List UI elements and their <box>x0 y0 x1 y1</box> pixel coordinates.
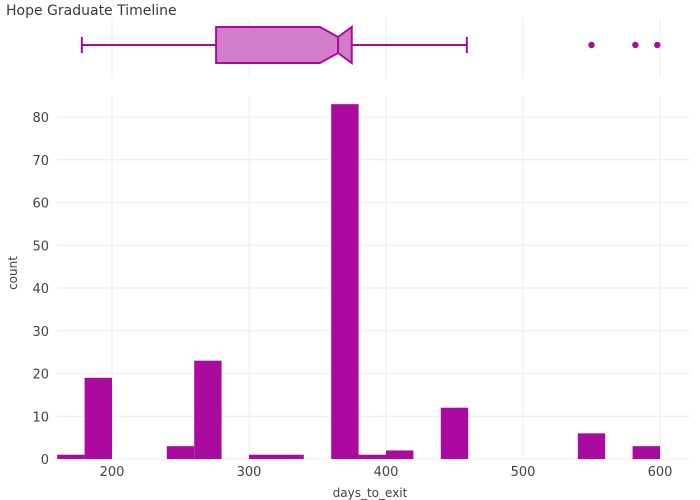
x-tick-label: 300 <box>237 465 262 480</box>
outlier-point <box>654 41 661 49</box>
y-tick-label: 40 <box>32 282 49 297</box>
histogram-bar <box>632 446 660 459</box>
histogram-bar <box>577 433 606 459</box>
histogram-bar <box>331 104 359 460</box>
boxplot <box>80 25 661 65</box>
histogram-bar <box>166 446 195 459</box>
y-tick-label: 80 <box>32 111 49 126</box>
histogram-bar <box>249 454 304 459</box>
y-tick-label: 30 <box>32 325 49 340</box>
y-axis-title: count <box>6 256 20 290</box>
x-axis-title: days_to_exit <box>333 486 408 500</box>
histogram-bar <box>194 360 222 459</box>
bar-layer <box>57 104 660 460</box>
y-tick-label: 20 <box>32 368 49 383</box>
y-tick-label: 0 <box>41 453 49 468</box>
histogram-bar <box>386 450 414 459</box>
y-tick-label: 50 <box>32 239 49 254</box>
outlier-point <box>632 41 639 49</box>
y-tick-label: 60 <box>32 197 49 212</box>
x-tick-label: 400 <box>374 465 399 480</box>
x-tick-label: 200 <box>100 465 125 480</box>
chart-title: Hope Graduate Timeline <box>6 3 177 19</box>
x-tick-label: 500 <box>511 465 536 480</box>
histogram-bar <box>57 454 85 459</box>
y-tick-label: 10 <box>32 410 49 425</box>
y-tick-label: 70 <box>32 154 49 169</box>
outlier-point <box>588 41 595 49</box>
histogram-bar <box>440 407 469 459</box>
x-tick-labels: 200 300 400 500 600 <box>100 465 673 480</box>
grid-layer <box>57 18 690 460</box>
notched-box <box>215 25 353 65</box>
y-tick-labels: 0 10 20 30 40 50 60 70 80 <box>32 111 49 468</box>
x-tick-label: 600 <box>648 465 673 480</box>
histogram-bar <box>358 454 386 459</box>
histogram-bar <box>84 377 112 459</box>
